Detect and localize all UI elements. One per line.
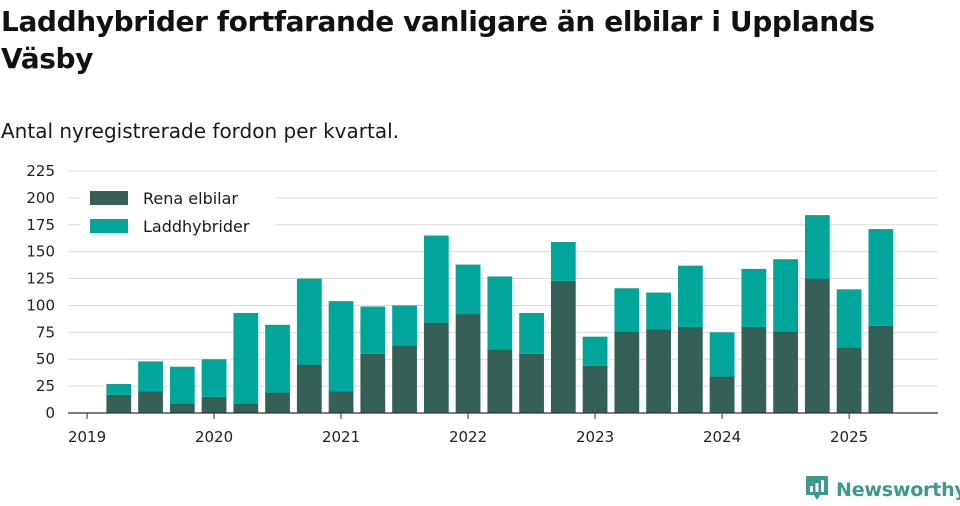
bar-laddhybrider [106, 383, 132, 395]
stacked-bar-chart: 0 25 50 75 100 125 150 175 200 225 2019 2020 2021 202… [26, 162, 938, 446]
bar-rena-elbilar [328, 391, 354, 413]
chart-subtitle: Antal nyregistrerade fordon per kvartal. [1, 119, 400, 143]
x-tick-label: 2021 [322, 428, 360, 446]
bar-rena-elbilar [550, 280, 576, 413]
bar-laddhybrider [646, 292, 671, 330]
bar-rena-elbilar [741, 326, 767, 413]
bar-laddhybrider [392, 305, 417, 346]
bars [106, 215, 894, 413]
bar-rena-elbilar [709, 376, 735, 413]
bar-laddhybrider [614, 288, 640, 332]
bar-laddhybrider [328, 301, 354, 392]
y-tick-label: 0 [45, 404, 55, 422]
bar-rena-elbilar [265, 392, 290, 413]
y-tick-label: 25 [36, 377, 55, 395]
bar-laddhybrider [487, 276, 513, 350]
bar-laddhybrider [169, 366, 195, 404]
x-tick-label: 2020 [195, 428, 233, 446]
bar-laddhybrider [773, 259, 798, 332]
bar-rena-elbilar [392, 345, 417, 413]
bar-rena-elbilar [455, 314, 481, 413]
legend-label: Rena elbilar [143, 189, 238, 208]
bar-rena-elbilar [773, 331, 798, 413]
bar-rena-elbilar [169, 403, 195, 413]
bar-rena-elbilar [836, 347, 862, 413]
bar-rena-elbilar [138, 391, 163, 413]
bar-rena-elbilar [646, 329, 671, 413]
y-tick-label: 50 [36, 350, 55, 368]
bar-rena-elbilar [233, 403, 259, 413]
y-tick-label: 125 [26, 270, 55, 288]
bar-rena-elbilar [423, 322, 449, 413]
bar-rena-elbilar [201, 396, 227, 413]
bar-laddhybrider [519, 312, 544, 354]
bar-laddhybrider [201, 359, 227, 397]
y-tick-label: 150 [26, 243, 55, 261]
bar-rena-elbilar [614, 331, 640, 413]
legend-swatch [90, 191, 128, 205]
y-tick-label: 200 [26, 189, 55, 207]
bar-laddhybrider [360, 306, 386, 354]
bar-rena-elbilar [804, 278, 830, 413]
x-tick-label: 2019 [68, 428, 106, 446]
y-tick-label: 225 [26, 162, 55, 180]
bar-laddhybrider [677, 265, 703, 327]
bar-laddhybrider [138, 361, 163, 392]
bar-rena-elbilar [868, 325, 894, 413]
bar-laddhybrider [741, 268, 767, 327]
y-tick-label: 75 [36, 323, 55, 341]
x-tick-label: 2022 [449, 428, 487, 446]
legend-swatch [90, 219, 128, 233]
bar-laddhybrider [836, 289, 862, 348]
bar-laddhybrider [296, 278, 322, 365]
bar-laddhybrider [455, 264, 481, 315]
newsworthy-brand: Newsworthy [804, 474, 960, 506]
legend: Rena elbilar Laddhybrider [80, 182, 275, 240]
y-tick-label: 175 [26, 216, 55, 234]
y-tick-label: 100 [26, 296, 55, 314]
bar-rena-elbilar [296, 364, 322, 413]
bar-laddhybrider [423, 235, 449, 323]
bar-rena-elbilar [360, 353, 386, 413]
legend-label: Laddhybrider [143, 217, 250, 236]
axes: 0 25 50 75 100 125 150 175 200 225 2019 2020 2021 202… [26, 162, 938, 446]
chart-title: Laddhybrider fortfarande vanligare än el… [1, 5, 875, 75]
bar-rena-elbilar [106, 394, 132, 413]
bar-laddhybrider [582, 336, 608, 366]
bar-laddhybrider [550, 241, 576, 281]
bar-rena-elbilar [487, 349, 513, 413]
bar-laddhybrider [265, 324, 290, 393]
x-tick-label: 2024 [703, 428, 741, 446]
bar-laddhybrider [233, 312, 259, 404]
bar-laddhybrider [709, 332, 735, 377]
bar-rena-elbilar [677, 326, 703, 413]
newsworthy-logo-icon [804, 474, 830, 506]
x-tick-label: 2025 [830, 428, 868, 446]
bar-laddhybrider [804, 215, 830, 279]
x-tick-label: 2023 [576, 428, 614, 446]
bar-rena-elbilar [582, 365, 608, 413]
bar-rena-elbilar [519, 353, 544, 413]
bar-laddhybrider [868, 229, 894, 326]
brand-name: Newsworthy [836, 479, 960, 501]
